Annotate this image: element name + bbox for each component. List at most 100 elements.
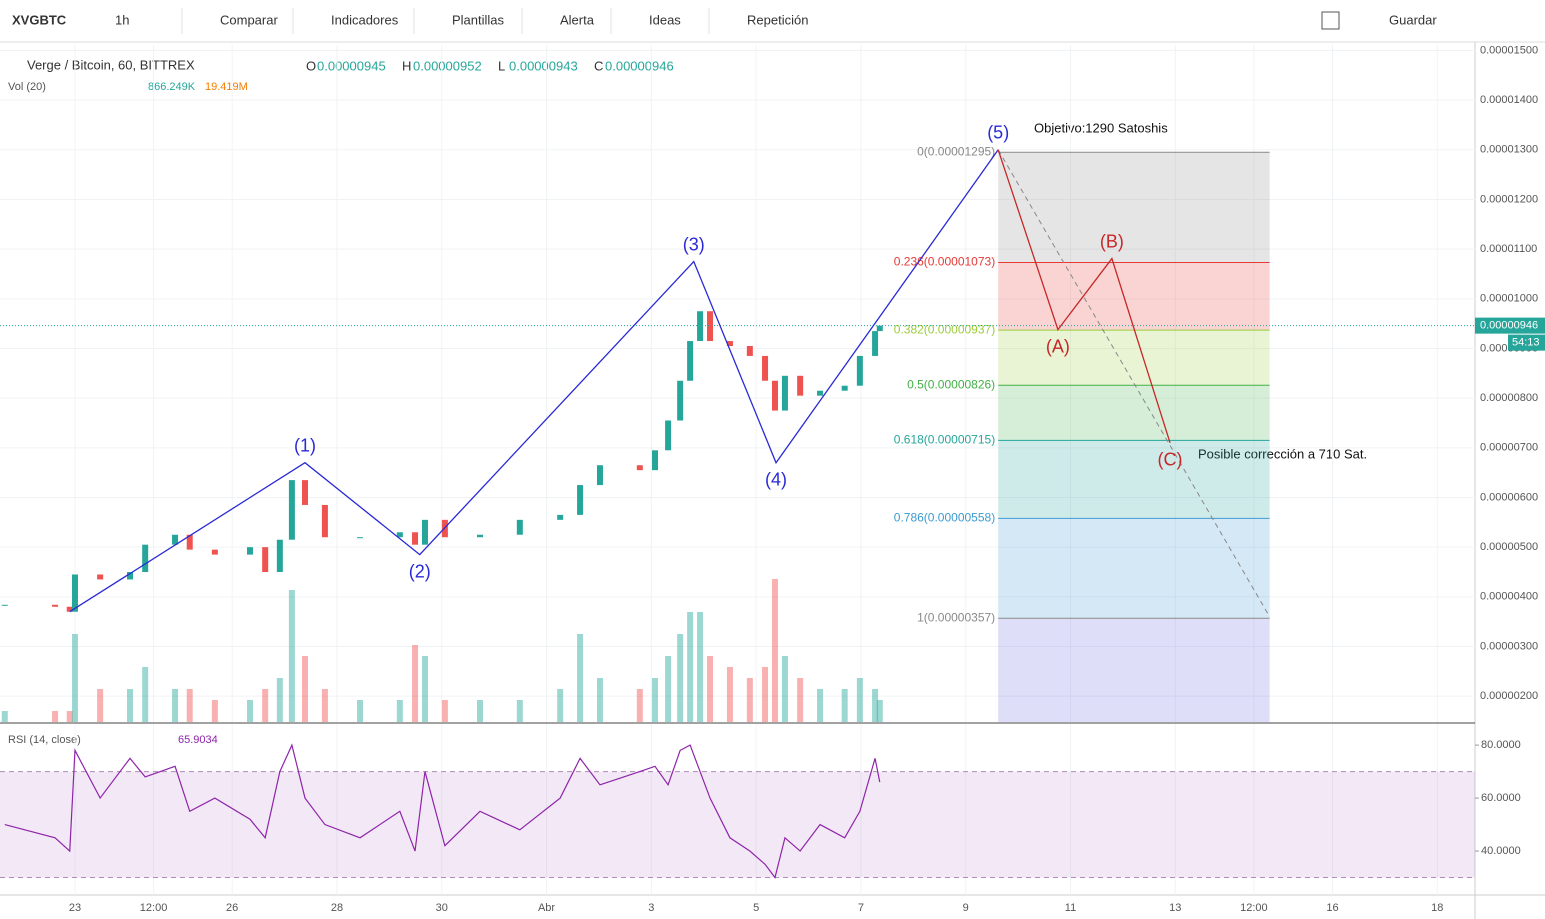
candle [872,331,879,356]
interval[interactable]: 1h [115,12,129,27]
candle [97,574,104,580]
volume-bar [876,700,883,722]
volume-bar [396,700,403,722]
candle [301,480,308,505]
toolbar-button[interactable]: Ideas [649,12,681,27]
volume-bar [707,656,714,722]
correction-line [997,149,1171,444]
correction-annotation: Posible corrección a 710 Sat. [1198,446,1367,461]
save-button[interactable]: Guardar [1389,12,1437,27]
y-tick-label: 0.00000800 [1480,392,1538,404]
target-annotation: Objetivo:1290 Satoshis [1034,120,1168,135]
candle [677,380,684,421]
candle [126,571,133,580]
volume-bar [97,689,104,722]
volume-name: Vol (20) [8,81,46,93]
x-tick-label: 16 [1326,902,1338,914]
fib-zone [998,440,1270,519]
layout-icon[interactable] [1321,11,1340,30]
volume-bar [687,612,694,722]
fib-label: 0.5(0.00000826) [907,377,995,391]
volume-bar [746,678,753,722]
y-tick-label: 0.00000300 [1480,640,1538,652]
rsi-value: 65.9034 [178,734,218,746]
candle [856,355,863,386]
last-price-box [1475,317,1545,334]
volume-bar [697,612,704,722]
fib-label: 0.618(0.00000715) [894,433,995,447]
candle [71,574,78,612]
toolbar-button[interactable]: Indicadores [331,12,399,27]
toolbar [0,0,1545,42]
volume-bar [441,700,448,722]
candle [746,345,753,356]
volume-bar [71,634,78,722]
fib-zone [998,618,1270,722]
rsi-line [4,743,881,879]
x-tick-label: 11 [1065,902,1076,914]
x-tick-label: 18 [1431,902,1443,914]
volume-bar [172,689,179,722]
volume-bar [126,689,133,722]
candle [707,311,714,342]
candle [1,604,8,606]
y-tick-label: 0.00000600 [1480,491,1538,503]
y-tick-label: 0.00001300 [1480,144,1538,156]
volume-bar [1,711,8,722]
fib-zone [998,152,1270,263]
candle [596,465,603,486]
volume-bar [636,689,643,722]
toolbar-button[interactable]: Plantillas [452,12,505,27]
ohlc-key: H [402,58,411,73]
volume-bar [677,634,684,722]
volume-bar [771,579,778,722]
fib-zone [998,262,1270,331]
candle [172,534,179,545]
fib-label: 1(0.00000357) [917,610,995,624]
toolbar-button[interactable]: Alerta [560,12,595,27]
wave-label: (B) [1100,231,1124,251]
candle [797,375,804,396]
volume-bar [211,700,218,722]
volume-value: 866.249K [148,81,196,93]
legend-title: Verge / Bitcoin, 60, BITTREX [27,57,195,72]
volume-bar [476,700,483,722]
x-tick-label: 3 [648,902,654,914]
candle [577,485,584,515]
candle [276,539,283,572]
x-tick-label: 9 [963,902,969,914]
countdown-box [1508,334,1545,351]
volume-bar [577,634,584,722]
candle [288,480,295,540]
volume-bar [856,678,863,722]
y-tick-label: 0.00000500 [1480,541,1538,553]
volume-bar [596,678,603,722]
candle [516,519,523,535]
candle [396,532,403,538]
volume-bar [288,590,295,722]
candle [697,311,704,342]
y-tick-label: 0.00001200 [1480,193,1538,205]
waves-line [69,149,999,613]
volume-bar [52,711,59,722]
x-tick-label: 13 [1169,902,1181,914]
fib-label: 0.382(0.00000937) [894,322,995,336]
volume-bar [797,678,804,722]
volume-bar [652,678,659,722]
fib-zone [998,385,1270,441]
fib-zone [998,518,1270,619]
toolbar-button[interactable]: Comparar [220,12,278,27]
x-tick-label: 28 [331,902,343,914]
volume-bar [872,689,879,722]
symbol[interactable]: XVGBTC [12,12,67,27]
y-tick-label: 0.00001400 [1480,94,1538,106]
volume-bar [301,656,308,722]
x-tick-label: 30 [436,902,448,914]
rsi-tick-label: 60.0000 [1481,792,1521,804]
ohlc-value: 0.00000945 [317,58,386,73]
candle [726,341,733,346]
volume-bar [246,700,253,722]
rsi-band [0,771,1475,878]
toolbar-button[interactable]: Repetición [747,12,808,27]
